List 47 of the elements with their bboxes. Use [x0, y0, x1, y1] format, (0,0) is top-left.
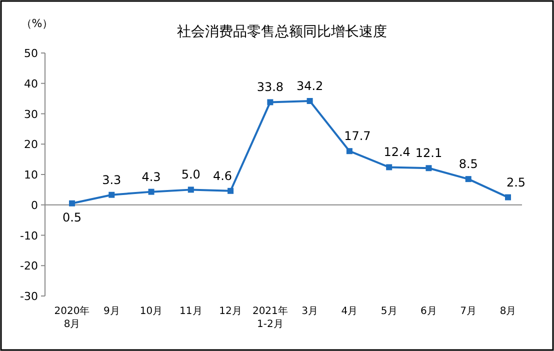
point [228, 188, 234, 194]
x-tick-label: 11月 [180, 306, 202, 317]
x-tick-label: 3月 [302, 306, 318, 317]
point [386, 164, 392, 170]
x-tick-label: 6月 [420, 306, 437, 317]
y-tick-label: 50 [24, 47, 38, 60]
x-tick-label: 12月 [219, 306, 242, 317]
point [69, 200, 75, 206]
data-label: 5.0 [181, 168, 200, 182]
x-tick-label: 5月 [380, 306, 398, 317]
data-label: 4.3 [142, 170, 161, 184]
data-label: 0.5 [62, 210, 82, 224]
data-label: 2.5 [506, 175, 526, 190]
y-tick-label: 40 [24, 77, 38, 90]
data-label: 8.5 [458, 157, 478, 172]
y-tick-label: 30 [24, 108, 38, 121]
point [306, 98, 313, 104]
data-label: 12.4 [384, 145, 410, 160]
point [267, 99, 274, 106]
data-label: 4.6 [213, 168, 232, 183]
x-tick-label: 2021年 1-2月 [252, 305, 288, 330]
y-tick-label: 20 [24, 138, 38, 152]
x-tick-label: 8月 [500, 306, 516, 317]
y-tick-label: 0 [31, 198, 38, 212]
point [505, 194, 511, 200]
point [108, 192, 115, 198]
x-tick-label: 4月 [341, 306, 358, 317]
x-tick-label: 10月 [140, 306, 163, 317]
y-tick-label: -10 [20, 229, 38, 242]
y-tick-label: -30 [20, 290, 38, 303]
y-tick-label: -20 [20, 260, 38, 273]
data-label: 17.7 [344, 129, 371, 144]
chart-title: 社会消费品零售总额同比增长速度 [177, 24, 387, 40]
data-label: 34.2 [296, 78, 324, 93]
data-label: 12.1 [415, 146, 442, 160]
y-axis-title: （%） [20, 17, 54, 30]
point [426, 165, 432, 172]
data-label: 3.3 [102, 172, 122, 187]
x-tick-label: 9月 [103, 306, 120, 317]
point [465, 176, 472, 182]
x-tick-label: 2020年 8月 [54, 305, 90, 330]
x-tick-label: 7月 [460, 306, 477, 317]
point [148, 188, 154, 195]
y-tick-label: 10 [24, 168, 38, 182]
point [346, 148, 352, 154]
data-label: 33.8 [256, 80, 284, 94]
point [188, 186, 194, 193]
